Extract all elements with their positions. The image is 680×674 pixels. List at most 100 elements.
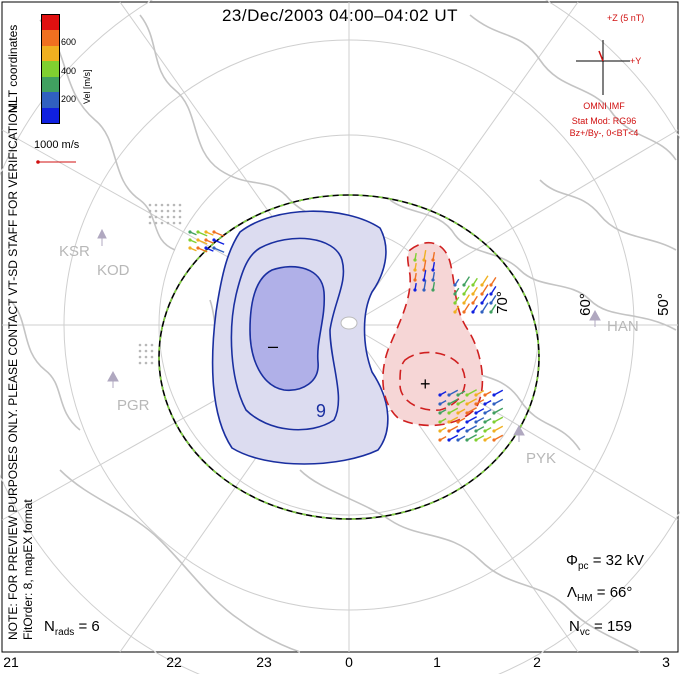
velocity-vector (448, 398, 459, 405)
velocity-vector-origin (480, 310, 484, 314)
velocity-vector-origin (489, 292, 493, 296)
hmb-boundary-dash (158, 194, 540, 520)
velocity-vector-origin (480, 283, 484, 287)
velocity-vector (466, 434, 477, 441)
grid-point (172, 203, 176, 207)
velocity-vector-origin (480, 292, 484, 296)
positive-cell-inner (399, 351, 466, 411)
velocity-vector-origin (465, 402, 469, 406)
velocity-vector (213, 231, 225, 237)
velocity-vector-origin (422, 278, 426, 282)
velocity-vector (197, 247, 208, 253)
velocity-vector-origin (447, 393, 451, 397)
fit-order-note: FitOrder: 8, mapEX format (21, 499, 35, 640)
velocity-vector-origin (456, 393, 460, 397)
velocity-vector (448, 434, 459, 441)
grid-point (144, 343, 148, 347)
mlt-tick-1: 1 (433, 654, 441, 670)
velocity-vector-origin (474, 438, 478, 442)
grid-point (150, 361, 154, 365)
mlt-tick-0: 0 (345, 654, 353, 670)
grid-point (166, 221, 170, 225)
colorbar-tick-600: 600 (61, 37, 77, 47)
grid-point (138, 361, 142, 365)
imf-condition: Bz+/By-, 0<BT<4 (569, 128, 639, 138)
velocity-vector-origin (471, 301, 475, 305)
velocity-vector (448, 389, 459, 396)
preview-note-line1: NOTE: FOR PREVIEW PURPOSES ONLY. PLEASE … (6, 101, 20, 640)
velocity-vector-origin (480, 301, 484, 305)
colorbar (41, 14, 60, 124)
velocity-vector-origin (438, 429, 442, 433)
velocity-vector (481, 275, 489, 286)
negative-cell-mid (230, 237, 345, 431)
negative-cell-inner (249, 265, 326, 391)
grid-point (154, 203, 158, 207)
velocity-vector-origin (438, 411, 442, 415)
imf-model: Stat Mod: RG96 (571, 116, 637, 126)
velocity-vector-origin (438, 402, 442, 406)
velocity-vector-origin (492, 429, 496, 433)
velocity-vector-origin (422, 268, 426, 272)
velocity-vector-origin (438, 420, 442, 424)
velocity-vector (448, 416, 459, 423)
stat-vector-count: Nvc = 159 (569, 618, 632, 638)
velocity-vector-origin (474, 411, 478, 415)
velocity-vector (423, 260, 427, 271)
grid-point (154, 209, 158, 213)
mlt-tick-2: 2 (533, 654, 541, 670)
velocity-vector (463, 276, 470, 286)
velocity-vector-origin (196, 230, 200, 234)
velocity-vector (481, 293, 489, 304)
radar-markers (97, 228, 601, 442)
grid-point (150, 349, 154, 353)
velocity-vector-origin (483, 393, 487, 397)
preview-note-prefix: NOTE: FOR PREVIEW (6, 515, 20, 640)
velocity-vector-origin (456, 402, 460, 406)
grid-point (138, 349, 142, 353)
velocity-vector-origin (492, 420, 496, 424)
grid-point (144, 349, 148, 353)
radar-label-kod: KOD (97, 262, 130, 279)
velocity-vector-origin (447, 429, 451, 433)
velocity-vector-origin (212, 246, 216, 250)
velocity-vector (197, 231, 208, 237)
velocity-vector-origin (413, 258, 417, 262)
velocity-vector-origin (453, 283, 457, 287)
velocity-vector-origin (456, 429, 460, 433)
velocity-vector-origin (431, 268, 435, 272)
velocity-vector (448, 407, 459, 414)
velocity-vector (466, 416, 477, 423)
latitude-label-70: 70° (493, 291, 511, 314)
velocity-vector (448, 425, 459, 432)
imf-bz-label: +Z (5 nT) (607, 13, 645, 23)
latitude-label-50: 50° (654, 293, 672, 316)
preview-note-text: PURPOSES ONLY. PLEASE CONTACT VT-SD STAF… (6, 101, 20, 513)
colorbar-label: Vel [m/s] (82, 69, 92, 104)
velocity-vector-origin (413, 288, 417, 292)
velocity-vector-origin (204, 238, 208, 242)
latitude-label-60: 60° (576, 293, 594, 316)
velocity-vector-origin (483, 438, 487, 442)
velocity-vector (197, 239, 208, 245)
velocity-vector-origin (471, 310, 475, 314)
velocity-vector-origin (483, 402, 487, 406)
imf-source: OMNI IMF (583, 101, 625, 111)
radar-label-ksr: KSR (59, 243, 90, 260)
velocity-vector-origin (456, 411, 460, 415)
velocity-vector-origin (453, 292, 457, 296)
velocity-vector-origin (212, 230, 216, 234)
grid-point (138, 355, 142, 359)
colorbar-tick-400: 400 (61, 66, 77, 76)
grid-point (148, 221, 152, 225)
grid-point (150, 343, 154, 347)
mlt-tick-22: 22 (166, 654, 182, 670)
grid-point (150, 355, 154, 359)
mlt-coordinates-label: MLT coordinates (6, 24, 20, 113)
velocity-vector-origin (413, 268, 417, 272)
velocity-vector (463, 285, 470, 295)
velocity-vector-origin (447, 411, 451, 415)
grid-point (144, 361, 148, 365)
velocity-vector-origin (422, 288, 426, 292)
